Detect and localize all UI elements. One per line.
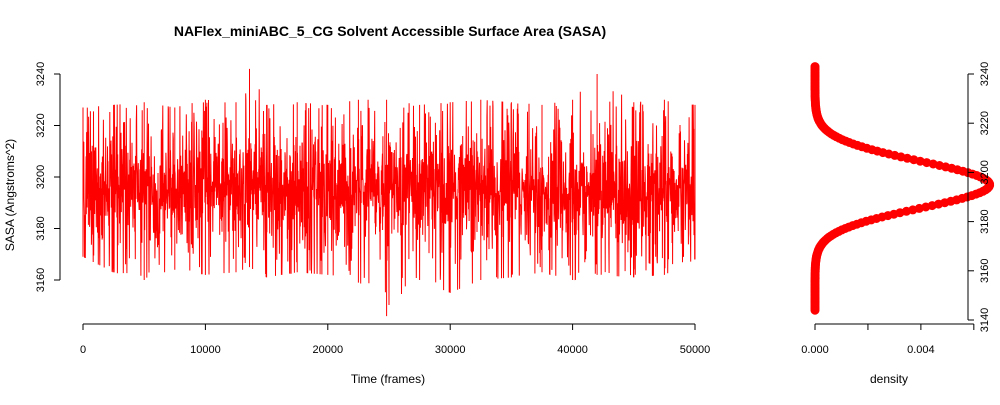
x-tick-label: 50000	[680, 344, 711, 356]
x-tick-label: 30000	[435, 344, 466, 356]
y-axis-label: SASA (Angstroms^2)	[3, 139, 17, 251]
sasa-series-line	[82, 68, 696, 317]
x-tick-label: 10000	[190, 344, 221, 356]
density-y-tick-label: 3200	[979, 160, 991, 184]
timeseries-x-axis: 0 10000 20000 30000 40000 50000	[80, 323, 711, 356]
density-y-axis: 3140 3160 3180 3200 3220 3240	[967, 62, 991, 332]
density-x-axis-label: density	[870, 372, 908, 386]
y-tick-label: 3180	[35, 216, 47, 240]
density-y-tick-label: 3180	[979, 209, 991, 233]
x-tick-label: 20000	[313, 344, 344, 356]
density-y-tick-label: 3240	[979, 62, 991, 86]
timeseries-plot-area	[82, 68, 696, 317]
y-tick-label: 3220	[35, 113, 47, 137]
density-x-axis: 0.000 0.004	[801, 323, 975, 356]
density-panel: 0.000 0.004 3140 3160 3180 3200 3220 3240 dens…	[801, 62, 995, 386]
y-tick-label: 3200	[35, 165, 47, 189]
density-x-tick-label: 0.000	[801, 344, 829, 356]
density-x-tick-label: 0.004	[907, 344, 935, 356]
x-tick-label: 40000	[557, 344, 588, 356]
x-tick-label: 0	[80, 344, 86, 356]
density-y-tick-label: 3140	[979, 308, 991, 332]
x-axis-label: Time (frames)	[351, 372, 425, 386]
y-tick-label: 3240	[35, 62, 47, 86]
y-tick-label: 3160	[35, 268, 47, 292]
timeseries-y-axis: 3160 3180 3200 3220 3240	[35, 62, 61, 292]
density-point	[810, 62, 820, 72]
timeseries-panel: 0 10000 20000 30000 40000 50000 3160318032003…	[3, 62, 710, 386]
density-plot-area	[810, 62, 995, 315]
chart-title: NAFlex_miniABC_5_CG Solvent Accessible S…	[174, 23, 606, 39]
density-y-tick-label: 3160	[979, 259, 991, 283]
density-y-tick-label: 3220	[979, 111, 991, 135]
